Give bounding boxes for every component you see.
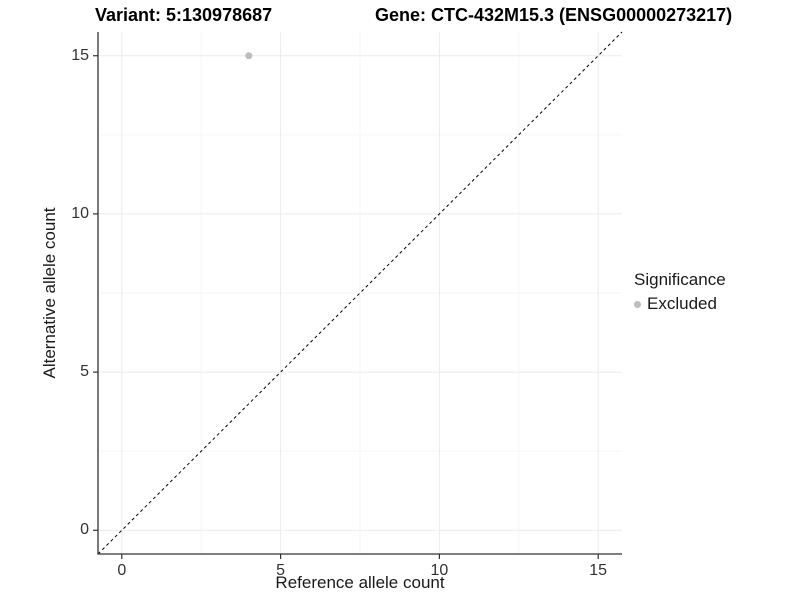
- legend-label: Excluded: [647, 294, 717, 313]
- x-tick-label: 5: [276, 562, 286, 579]
- y-tick-label: 5: [80, 363, 89, 381]
- y-tick-label: 10: [71, 204, 89, 222]
- gene-title: Gene: CTC-432M15.3 (ENSG00000273217): [375, 5, 733, 25]
- legend-item: Excluded: [634, 294, 726, 314]
- legend-point-icon: [634, 300, 641, 308]
- x-tick-label: 15: [589, 562, 608, 579]
- legend-title: Significance: [634, 270, 726, 289]
- legend: Significance Excluded: [634, 270, 726, 314]
- y-tick-label: 15: [71, 46, 89, 64]
- x-tick-label: 0: [117, 562, 127, 579]
- data-point: [245, 52, 253, 60]
- y-axis-title: Alternative allele count: [40, 207, 59, 379]
- x-axis-title: Reference allele count: [275, 573, 445, 592]
- variant-title: Variant: 5:130978687: [95, 5, 273, 25]
- x-tick-label: 10: [430, 562, 449, 579]
- legend-items: Excluded: [634, 294, 726, 314]
- y-tick-label: 0: [80, 521, 89, 539]
